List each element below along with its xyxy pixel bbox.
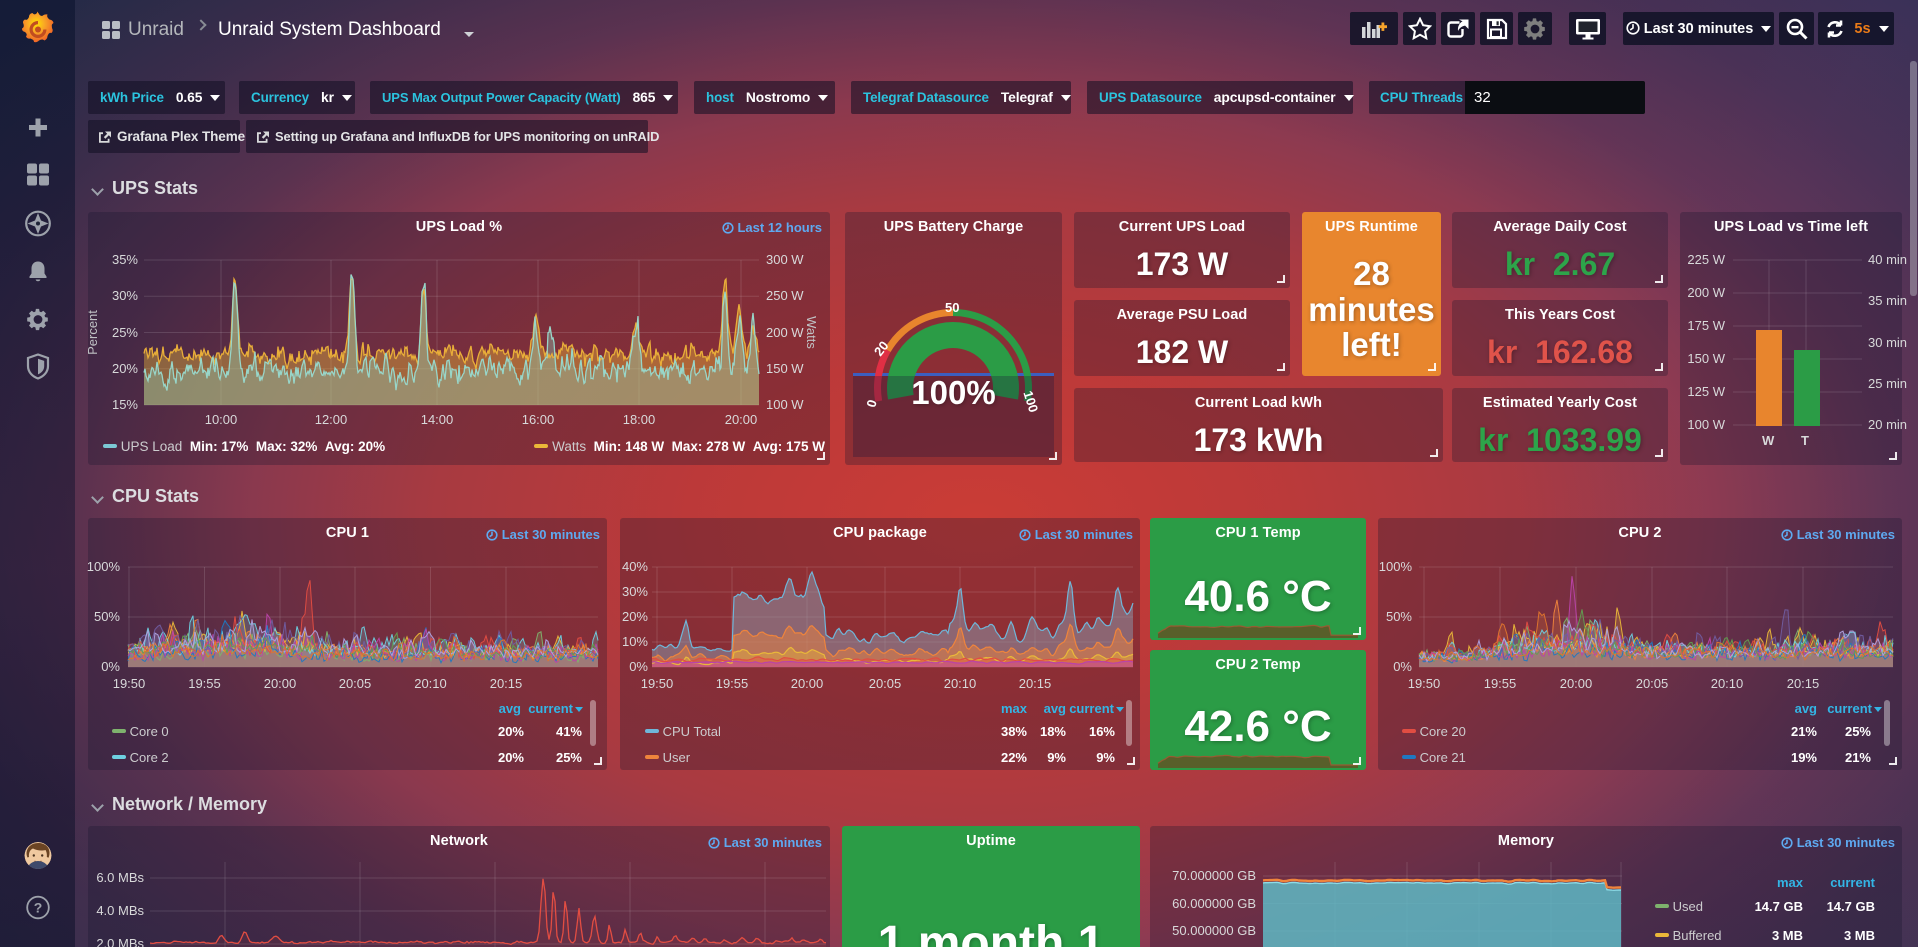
svg-text:?: ? <box>33 900 42 916</box>
